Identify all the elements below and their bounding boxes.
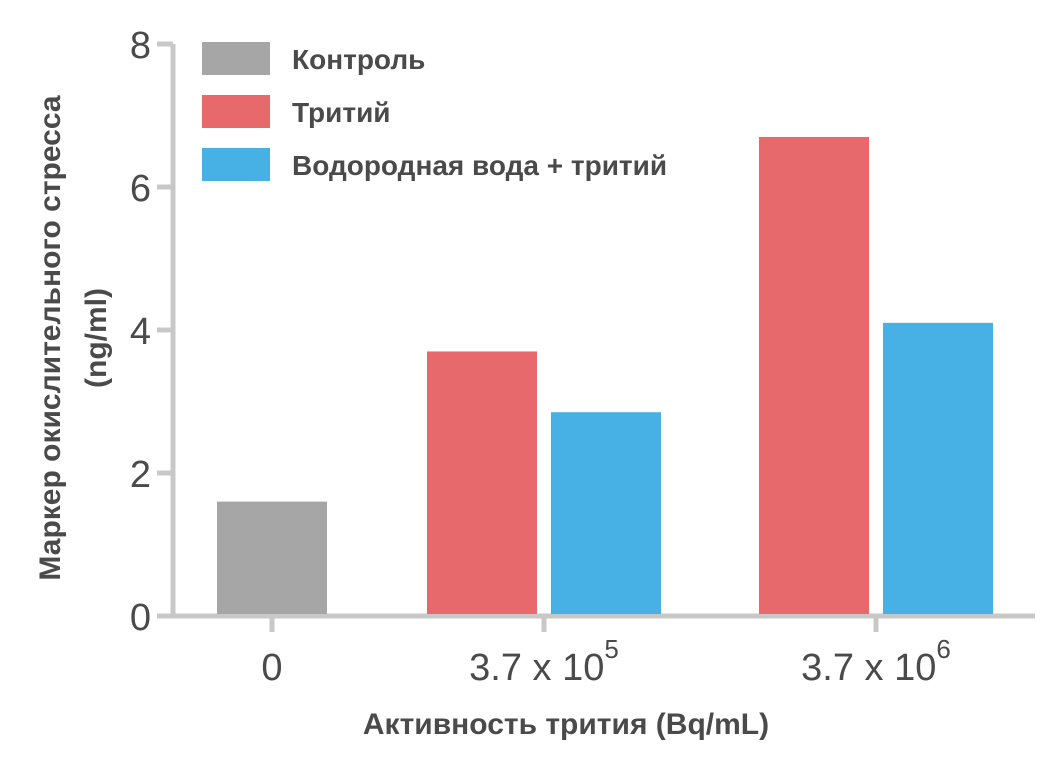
bar-series-1-category-2 [759,136,869,614]
y-axis-title-line-1: Маркер окислительного стресса [34,95,67,581]
legend-label: Контроль [292,44,425,75]
legend-label: Водородная вода + тритий [292,150,667,181]
x-axis-title: Активность трития (Bq/mL) [363,708,769,741]
legend-swatch [202,95,270,128]
y-tick-label: 6 [130,168,151,210]
y-tick-label: 2 [130,454,151,496]
y-tick-label: 8 [130,25,151,67]
legend: Контроль Тритий Водородная вода + тритий [202,42,667,181]
x-tick-label: 0 [261,647,282,689]
y-axis-title: Маркер окислительного стресса (ng/ml) [34,95,113,581]
bar-series-2-category-2 [883,322,993,614]
x-tick-label: 3.7 x 105 [469,634,619,689]
bar-series-1-category-1 [427,351,537,614]
x-tick-label: 3.7 x 106 [801,634,951,689]
bar-series-2-category-1 [551,412,661,614]
y-tick-label: 4 [130,311,151,353]
y-tick-label: 0 [130,597,151,639]
y-axis-ticks: 0 2 4 6 8 [130,25,173,639]
y-axis-title-line-2: (ng/ml) [80,288,113,388]
legend-swatch [202,148,270,181]
bars [217,136,993,614]
bar-series-0-category-0 [217,501,327,614]
legend-swatch [202,42,270,75]
x-axis-ticks: 0 3.7 x 105 3.7 x 106 [261,616,951,689]
legend-label: Тритий [292,97,391,128]
